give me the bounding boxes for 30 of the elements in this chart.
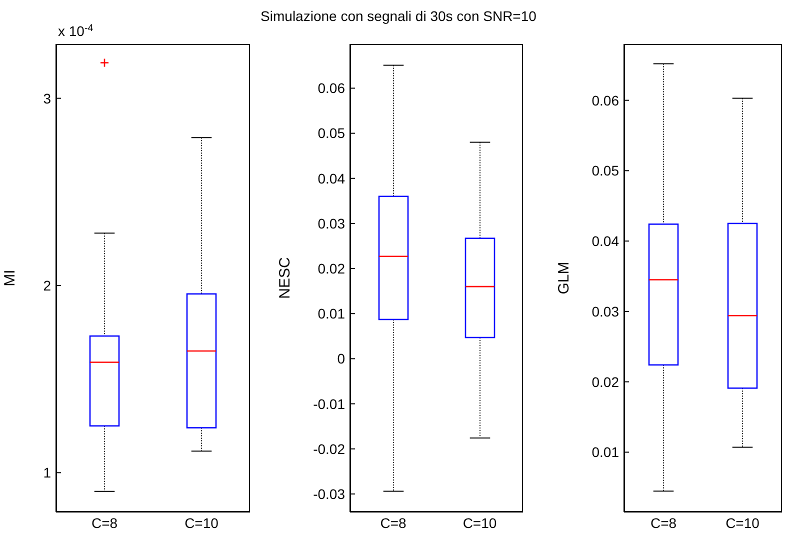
y-axis-title: MI [2,270,18,286]
y-tick-label: 0.04 [592,233,620,250]
x-tick-label: C=10 [726,514,760,531]
y-tick-label: 0.02 [592,374,620,390]
y-tick-label: 0.01 [318,306,346,322]
y-axis-title: NESC [276,257,294,299]
y-tick-label: 0.03 [318,215,346,232]
y-tick-label: -0.02 [313,440,346,457]
y-tick-label: 0 [337,350,346,367]
x-tick-label: C=8 [380,514,406,531]
y-tick-label: -0.01 [313,396,346,412]
x-tick-label: C=8 [650,514,677,531]
y-tick-label: 0.04 [318,170,346,186]
text: x 10$^{-4}$ [58,22,94,39]
y-tick-label: 1 [43,464,52,481]
y-tick-label: 0.01 [592,444,620,460]
y-tick-label: 3 [43,90,52,106]
x-tick-label: C=8 [91,514,118,531]
y-tick-label: 0.06 [592,92,620,108]
x-tick-label: C=10 [184,514,219,531]
y-tick-label: 0.02 [318,260,346,276]
y-tick-label: -0.03 [313,486,346,502]
x-tick-label: C=10 [462,514,497,531]
y-tick-label: 0.06 [318,80,346,96]
y-tick-label: 0.05 [592,162,620,179]
chart-title: Simulazione con segnali di 30s con SNR=10 [260,8,538,24]
y-tick-label: 0.05 [318,125,346,142]
y-tick-label: 2 [43,277,52,294]
y-axis-title: GLM [556,262,572,294]
y-tick-label: 0.03 [592,303,620,320]
